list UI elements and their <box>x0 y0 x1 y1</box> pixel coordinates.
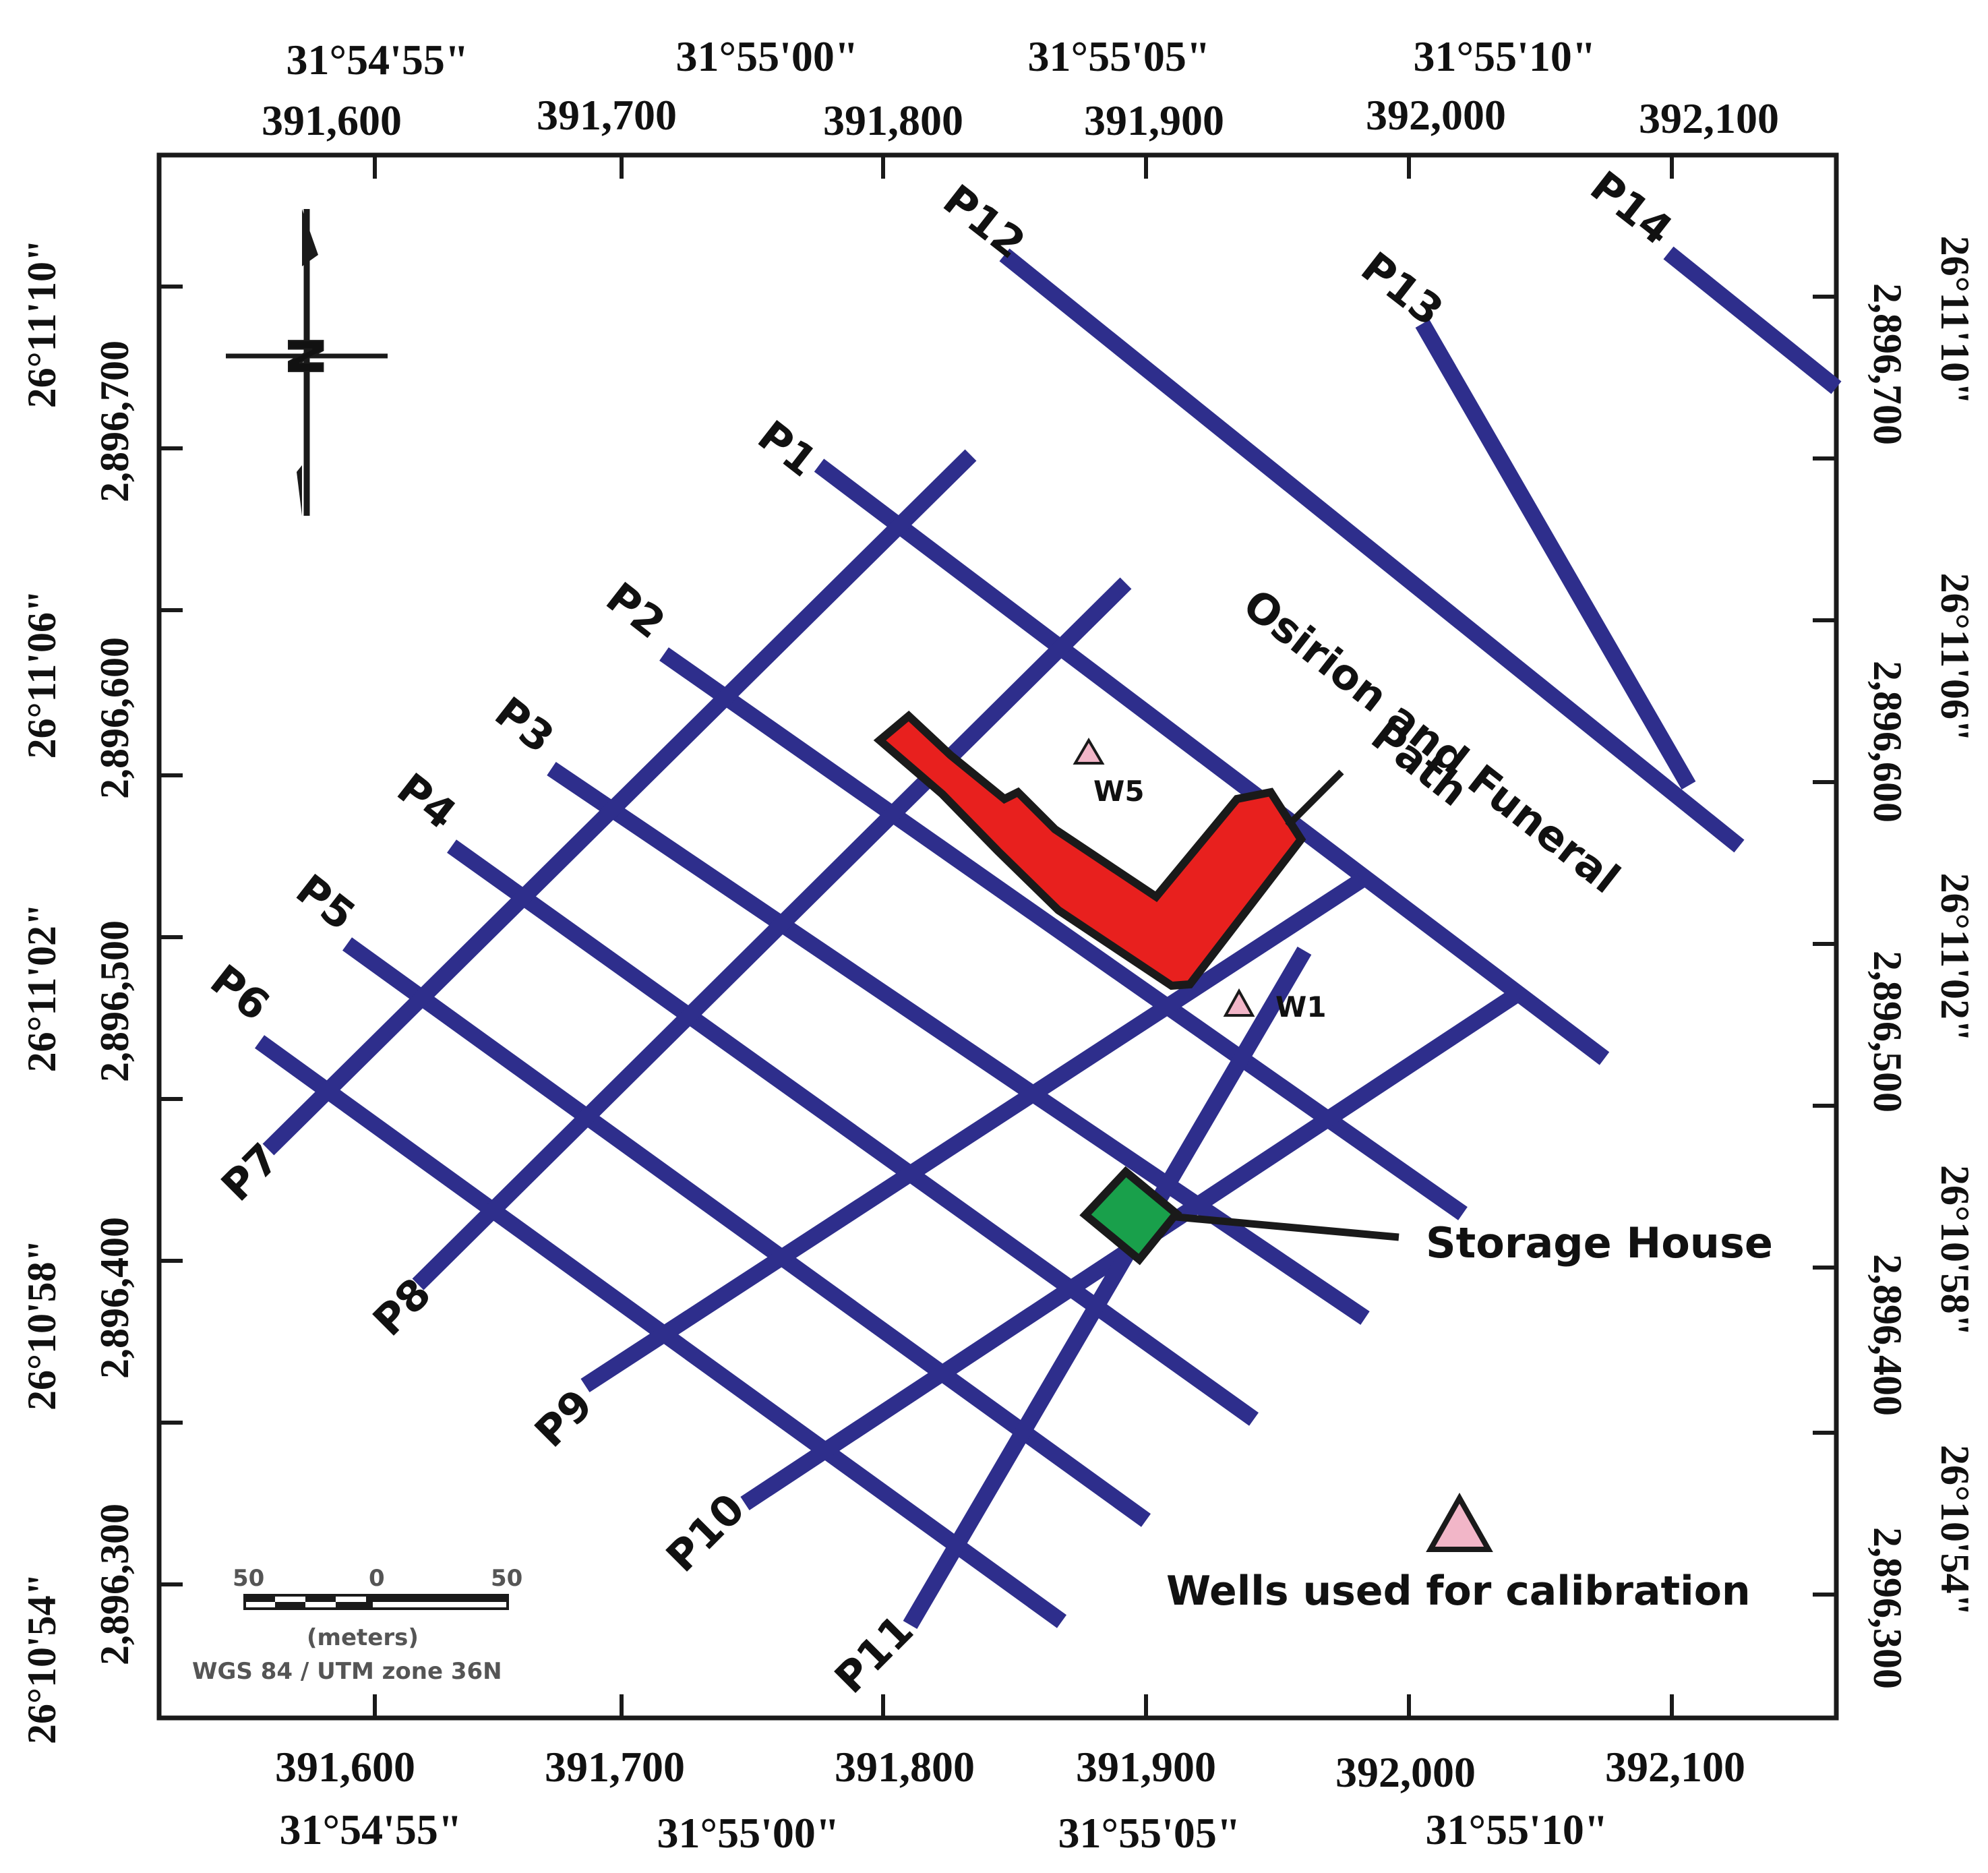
osirion-funeral-path <box>873 710 1306 990</box>
right-latlon-label: 26°11'10" <box>1933 236 1977 405</box>
bottom-latlon-label: 31°55'10" <box>1426 1806 1608 1853</box>
left-utm-label: 2,896,400 <box>92 1217 137 1379</box>
scale-units: (meters) <box>307 1624 419 1651</box>
well-w5-label: W5 <box>1093 775 1145 808</box>
wells: W5 W1 <box>1073 738 1327 1023</box>
bottom-axis-labels: 391,600 391,700 391,800 391,900 392,000 … <box>275 1743 1745 1857</box>
well-w5-marker <box>1073 738 1105 765</box>
right-utm-label: 2,896,700 <box>1865 283 1910 445</box>
profile-line-p3 <box>547 762 1370 1325</box>
profile-line-p4 <box>447 839 1259 1426</box>
bottom-latlon-label: 31°55'05" <box>1058 1809 1241 1857</box>
profile-line-p13 <box>1415 320 1696 790</box>
top-latlon-label: 31°54'55" <box>287 36 469 84</box>
right-latlon-label: 26°10'58" <box>1933 1165 1977 1336</box>
right-utm-label: 2,896,300 <box>1865 1527 1910 1689</box>
storage-house <box>1079 1166 1182 1266</box>
osirion-leader-line <box>1285 769 1344 829</box>
bottom-utm-label: 392,100 <box>1605 1743 1745 1791</box>
legend-well-icon <box>1426 1492 1493 1552</box>
profile-line-p8 <box>412 577 1132 1290</box>
top-utm-label: 391,900 <box>1084 96 1224 144</box>
left-utm-label: 2,896,300 <box>92 1504 137 1665</box>
left-latlon-label: 26°10'58" <box>20 1239 64 1410</box>
bottom-utm-label: 391,900 <box>1076 1743 1216 1791</box>
left-utm-label: 2,896,700 <box>92 340 137 502</box>
top-latlon-label: 31°55'10" <box>1414 32 1596 80</box>
left-latlon-label: 26°11'02" <box>20 903 64 1073</box>
profile-line-p5 <box>342 937 1151 1527</box>
profile-line-p11 <box>903 946 1312 1630</box>
bottom-utm-label: 391,800 <box>835 1743 975 1791</box>
left-axis-labels: 26°11'10" 26°11'06" 26°11'02" 26°10'58" … <box>20 239 137 1744</box>
profile-line-p9 <box>580 872 1366 1393</box>
profile-line-p12 <box>999 248 1745 853</box>
top-latlon-label: 31°55'05" <box>1028 32 1211 80</box>
north-arrow-letter: N <box>277 336 332 376</box>
right-latlon-label: 26°10'54" <box>1933 1445 1977 1616</box>
top-utm-label: 392,000 <box>1366 91 1506 139</box>
legend-wells-label: Wells used for calibration <box>1166 1568 1751 1615</box>
profile-line-p14 <box>1663 246 1842 394</box>
left-latlon-label: 26°11'10" <box>20 239 64 409</box>
scale-projection: WGS 84 / UTM zone 36N <box>192 1658 502 1685</box>
bottom-utm-label: 391,700 <box>545 1743 685 1791</box>
profile-line-p1 <box>814 458 1610 1065</box>
top-utm-label: 391,800 <box>823 96 963 144</box>
bottom-latlon-label: 31°55'00" <box>657 1809 840 1857</box>
map-frame <box>156 152 1839 1721</box>
right-utm-label: 2,896,500 <box>1865 951 1910 1112</box>
left-latlon-label: 26°10'54" <box>20 1573 64 1744</box>
left-utm-label: 2,896,600 <box>92 637 137 799</box>
top-axis-labels: 31°54'55" 31°55'00" 31°55'05" 31°55'10" … <box>262 32 1779 144</box>
right-latlon-label: 26°11'02" <box>1933 873 1977 1042</box>
bottom-utm-label: 392,000 <box>1335 1748 1476 1796</box>
top-utm-label: 391,700 <box>537 91 677 139</box>
storage-house-label: Storage House <box>1426 1218 1773 1268</box>
legend: Wells used for calibration <box>1166 1492 1751 1615</box>
left-latlon-label: 26°11'06" <box>20 590 64 759</box>
profile-line-p7 <box>262 449 977 1156</box>
bottom-latlon-label: 31°54'55" <box>280 1806 462 1853</box>
right-utm-label: 2,896,400 <box>1865 1254 1910 1416</box>
scale-bar: 50 0 50 (meters) WGS 84 / UTM zone 36N <box>192 1565 522 1685</box>
well-w1-label: W1 <box>1275 990 1327 1023</box>
bottom-utm-label: 391,600 <box>275 1743 415 1791</box>
left-utm-label: 2,896,500 <box>92 920 137 1082</box>
storage-leader-line <box>1176 1213 1399 1241</box>
top-latlon-label: 31°55'00" <box>676 32 859 80</box>
right-axis-labels: 2,896,700 2,896,600 2,896,500 2,896,400 … <box>1865 236 1977 1689</box>
scale-label-middle: 0 <box>369 1565 385 1592</box>
north-arrow: N <box>226 209 388 516</box>
right-utm-label: 2,896,600 <box>1865 661 1910 823</box>
scale-label-right: 50 <box>491 1565 522 1592</box>
right-latlon-label: 26°11'06" <box>1933 573 1977 742</box>
top-utm-label: 392,100 <box>1639 94 1779 142</box>
frame-ticks <box>159 155 1836 1718</box>
top-utm-label: 391,600 <box>262 96 402 144</box>
scale-label-left: 50 <box>233 1565 264 1592</box>
well-w1-marker <box>1223 988 1255 1017</box>
